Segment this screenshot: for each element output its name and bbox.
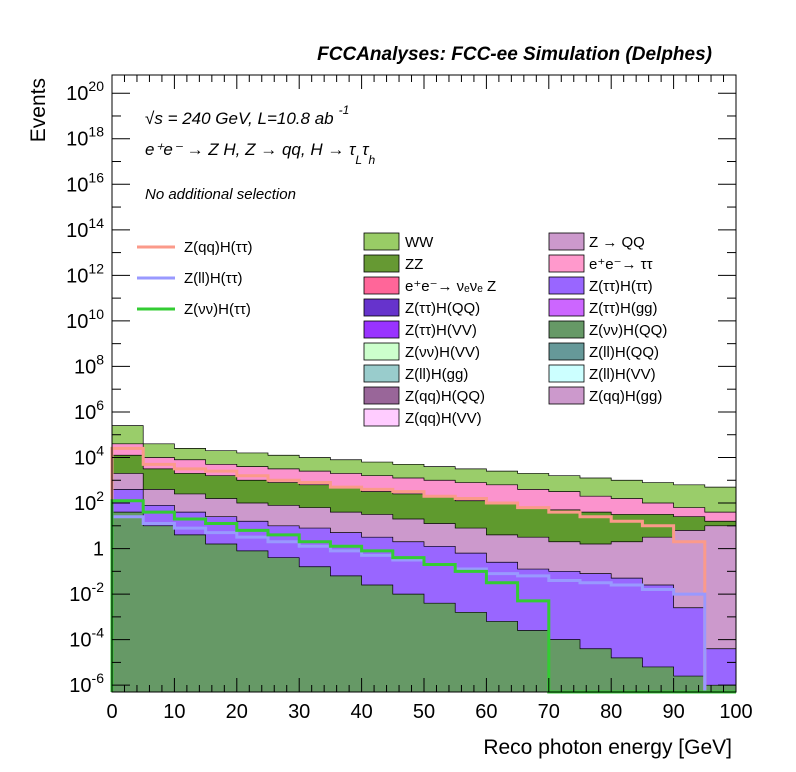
- y-tick-label: 10-2: [69, 579, 104, 606]
- legend-box-label: e⁺e⁻→ νₑνₑ Z: [405, 278, 496, 295]
- legend-box-label: e⁺e⁻→ ττ: [589, 256, 653, 273]
- y-tick-label: 10-4: [69, 625, 104, 652]
- y-axis-label: Events: [27, 78, 50, 142]
- y-tick-label: 106: [74, 397, 104, 424]
- y-tick-label: 1: [93, 539, 104, 561]
- legend-box-label: Z(ττ)H(VV): [405, 322, 477, 339]
- legend-line-label: Z(νν)H(ττ): [184, 301, 251, 318]
- legend-signal: Z(qq)H(ττ) Z(ll)H(ττ) Z(νν)H(ττ): [137, 239, 253, 318]
- legend-box-swatch: [363, 276, 400, 295]
- y-tick-label: 1016: [66, 169, 104, 196]
- y-ticks: 10-6 10-4 10-2 1 102 104 106 108 1010 1012 1014 101…: [66, 78, 736, 697]
- x-tick-label: 100: [719, 701, 752, 723]
- legend-box-swatch: [363, 232, 400, 251]
- legend-box-swatch: [363, 298, 400, 317]
- legend-box-label: Z(ττ)H(gg): [589, 300, 658, 317]
- x-tick-label: 40: [350, 701, 372, 723]
- x-tick-label: 80: [600, 701, 622, 723]
- legend-box-label: Z(ττ)H(ττ): [589, 278, 653, 295]
- legend-backgrounds-col1: WW ZZ e⁺e⁻→ νₑνₑ Z Z(ττ)H(QQ) Z(ττ)H(VV) Z(νν…: [363, 232, 496, 427]
- x-axis-label: Reco photon energy [GeV]: [483, 736, 732, 759]
- plot-area: 0 10 20 30 40 50 60 70 80 90 100 10-610-410-211021…: [66, 74, 753, 723]
- legend-box-label: Z(qq)H(VV): [405, 410, 482, 427]
- legend-box-swatch: [548, 232, 585, 251]
- x-tick-label: 0: [106, 701, 117, 723]
- chart-title: FCCAnalyses: FCC-ee Simulation (Delphes): [317, 44, 712, 65]
- annotation-block: √s = 240 GeV, L=10.8 ab -1 e⁺e⁻ → Z H, Z …: [145, 103, 375, 203]
- x-tick-label: 30: [288, 701, 310, 723]
- legend-box-label: Z(νν)H(VV): [405, 344, 480, 361]
- legend-box-swatch: [363, 254, 400, 273]
- legend-box-label: Z(qq)H(QQ): [405, 388, 485, 405]
- y-tick-label: 104: [74, 442, 104, 469]
- annotation-energy: √s = 240 GeV, L=10.8 ab -1: [145, 103, 349, 128]
- legend-backgrounds-col2: Z → QQ e⁺e⁻→ ττ Z(ττ)H(ττ) Z(ττ)H(gg) Z(νν)H…: [548, 232, 667, 405]
- y-tick-label: 1012: [66, 260, 104, 287]
- x-tick-label: 10: [163, 701, 185, 723]
- y-tick-label: 1010: [66, 306, 104, 333]
- legend-box-swatch: [363, 364, 400, 383]
- legend-box-label: Z → QQ: [589, 234, 645, 251]
- legend-box-swatch: [548, 276, 585, 295]
- legend-box-label: WW: [405, 234, 434, 251]
- x-tick-label: 60: [475, 701, 497, 723]
- y-tick-label: 1014: [66, 215, 104, 242]
- y-tick-label: 10-6: [69, 670, 104, 697]
- x-tick-label: 50: [413, 701, 435, 723]
- y-tick-label: 1020: [66, 78, 104, 105]
- x-tick-label: 90: [662, 701, 684, 723]
- legend-box-swatch: [363, 408, 400, 427]
- y-tick-label: 102: [74, 488, 104, 515]
- stack-layer: [111, 511, 737, 693]
- legend-box-swatch: [363, 342, 400, 361]
- legend-box-label: Z(ll)H(VV): [589, 366, 656, 383]
- legend-box-swatch: [548, 364, 585, 383]
- legend-box-swatch: [548, 342, 585, 361]
- legend-box-label: Z(ll)H(gg): [405, 366, 468, 383]
- legend-box-swatch: [363, 320, 400, 339]
- x-tick-label: 20: [226, 701, 248, 723]
- legend-box-label: ZZ: [405, 256, 423, 273]
- x-tick-label: 70: [538, 701, 560, 723]
- legend-box-swatch: [548, 298, 585, 317]
- legend-box-label: Z(qq)H(gg): [589, 388, 662, 405]
- y-tick-label: 108: [74, 351, 104, 378]
- legend-box-swatch: [548, 386, 585, 405]
- signal-line: [110, 446, 736, 694]
- legend-box-label: Z(ττ)H(QQ): [405, 300, 480, 317]
- legend-box-swatch: [548, 320, 585, 339]
- legend-box-swatch: [548, 254, 585, 273]
- legend-line-label: Z(qq)H(ττ): [184, 239, 253, 256]
- legend-line-label: Z(ll)H(ττ): [184, 270, 243, 287]
- legend-box-swatch: [363, 386, 400, 405]
- annotation-process: e⁺e⁻ → Z H, Z → qq, H → τLτh: [145, 140, 375, 167]
- legend-box-label: Z(νν)H(QQ): [589, 322, 667, 339]
- legend-box-label: Z(ll)H(QQ): [589, 344, 659, 361]
- y-tick-label: 1018: [66, 124, 104, 151]
- annotation-selection: No additional selection: [145, 186, 296, 203]
